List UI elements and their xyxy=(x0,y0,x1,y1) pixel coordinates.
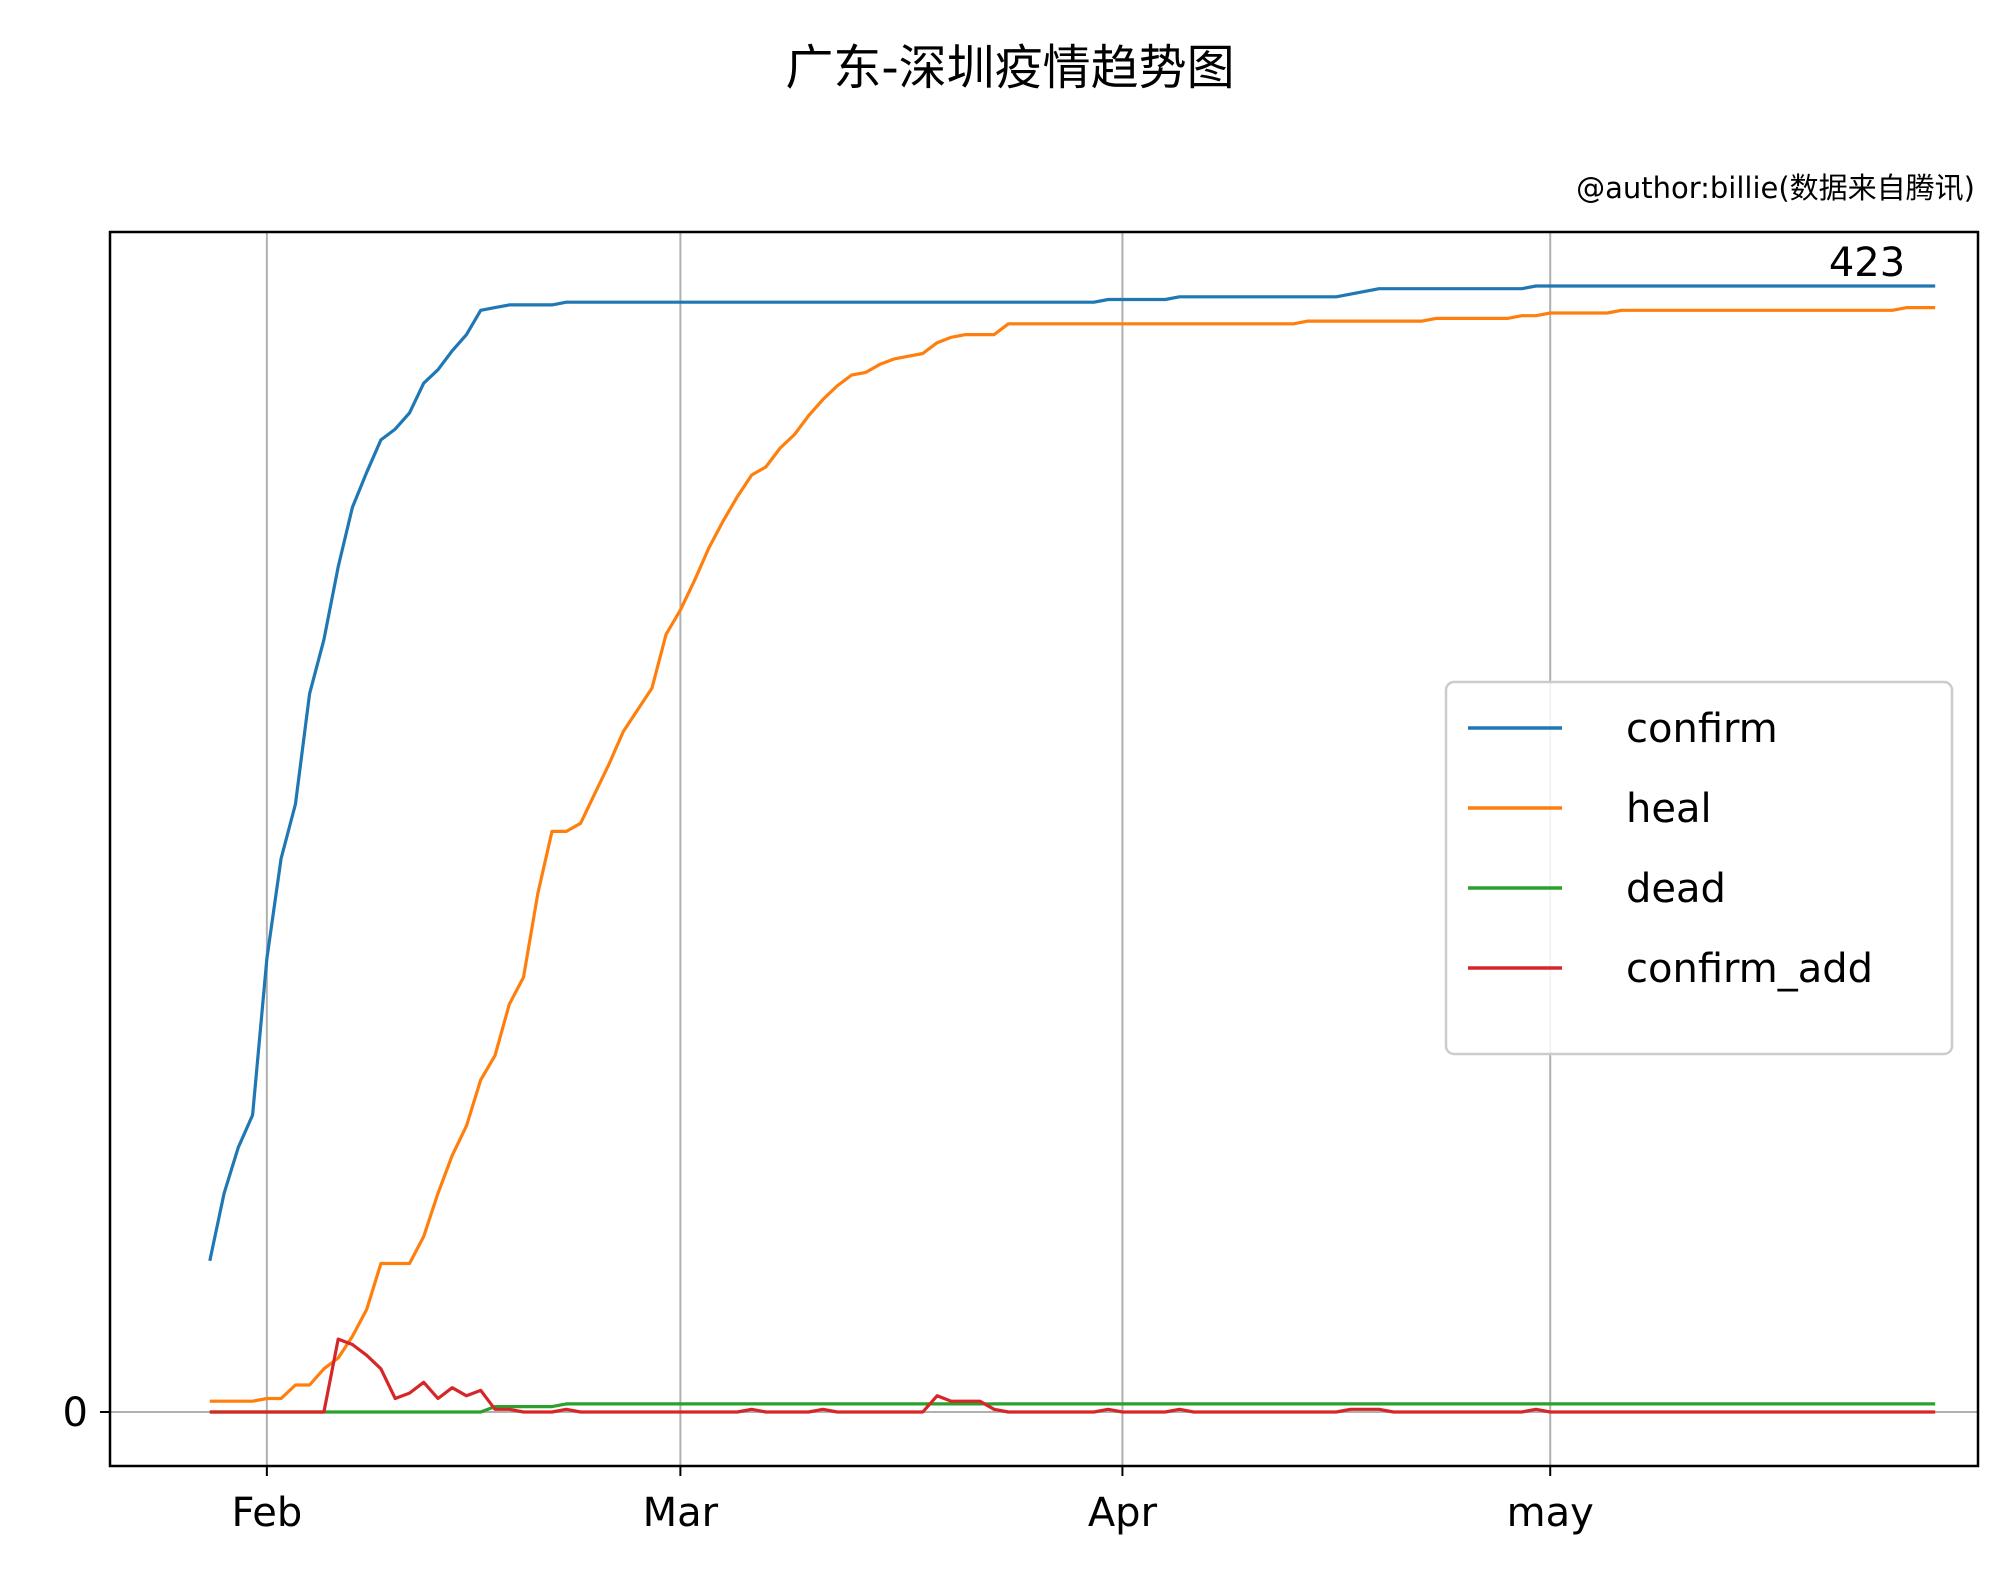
legend-label-confirm-add: confirm_add xyxy=(1626,946,1873,992)
legend-label-dead: dead xyxy=(1626,866,1726,912)
series-line-dead xyxy=(209,1402,1936,1414)
x-tick-label-feb: Feb xyxy=(231,1490,302,1536)
series-line-confirm xyxy=(208,284,1936,1262)
legend-label-heal: heal xyxy=(1626,786,1712,832)
last-value-label: 423 xyxy=(1829,240,1905,286)
series-lines xyxy=(208,284,1936,1414)
chart-title: 广东-深圳疫情趋势图 xyxy=(785,40,1234,96)
x-axis-ticks: Feb Mar Apr may xyxy=(231,1466,1594,1536)
x-tick-label-apr: Apr xyxy=(1088,1490,1158,1536)
x-tick-label-may: may xyxy=(1507,1490,1594,1536)
y-axis-ticks: 0 xyxy=(63,1390,110,1436)
legend-label-confirm: confirm xyxy=(1626,706,1778,752)
x-tick-label-mar: Mar xyxy=(643,1490,719,1536)
legend-box xyxy=(1444,680,1954,1056)
chart-subtitle: @author:billie(数据来自腾讯) xyxy=(1576,171,1975,205)
series-line-heal xyxy=(209,306,1936,1403)
grid-lines xyxy=(265,232,1552,1466)
y-tick-label-0: 0 xyxy=(63,1390,88,1436)
plot-frame xyxy=(108,230,1980,1468)
legend: confirm heal dead confirm_add xyxy=(1444,680,1954,1056)
series-line-confirm-add xyxy=(209,1337,1936,1414)
